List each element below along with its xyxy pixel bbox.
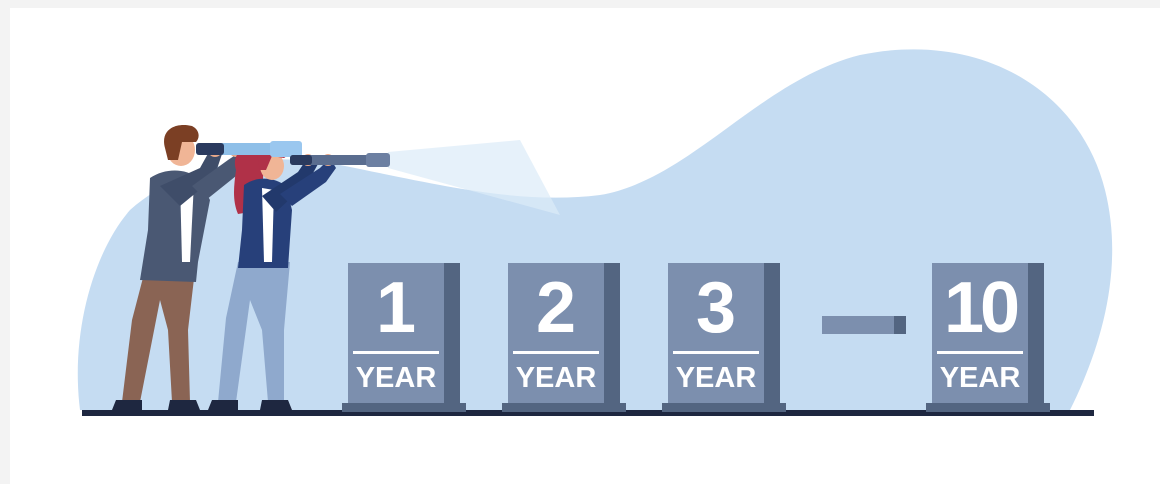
block-label: YEAR [940,362,1021,394]
ellipsis-dash [822,316,906,334]
telescope-beam [388,140,560,215]
block-number: 1 [376,268,416,348]
year-block-10: 10 YEAR [926,263,1050,412]
block-number: 2 [536,268,576,348]
year-block-2: 2 YEAR [502,263,626,412]
woman-figure-icon [208,143,336,410]
block-label: YEAR [676,362,757,394]
year-block-3: 3 YEAR [662,263,786,412]
ground-line [82,410,1094,416]
telescope-icon [196,141,390,167]
block-label: YEAR [516,362,597,394]
block-number: 3 [696,268,736,348]
block-number: 10 [944,268,1018,348]
year-block-1: 1 YEAR [342,263,466,412]
man-figure-icon [112,124,246,410]
block-label: YEAR [356,362,437,394]
